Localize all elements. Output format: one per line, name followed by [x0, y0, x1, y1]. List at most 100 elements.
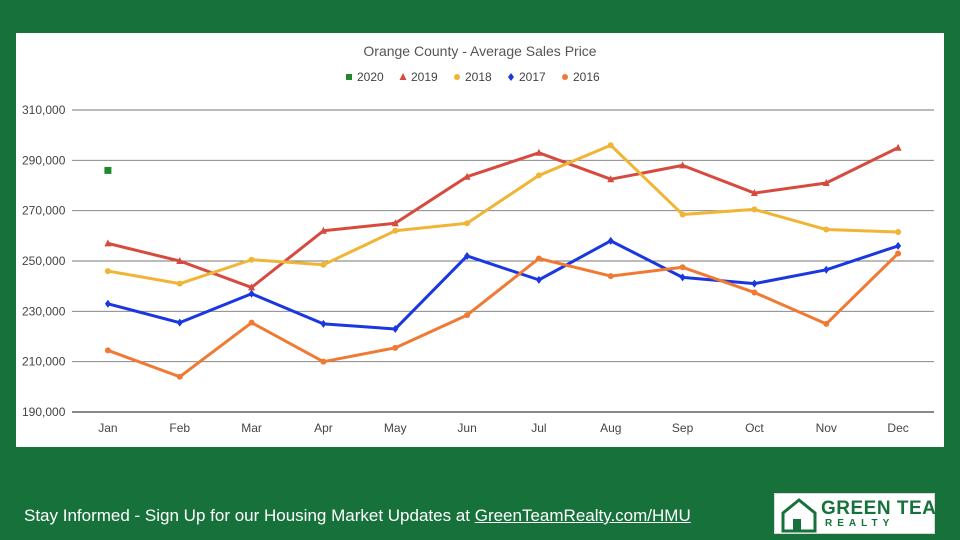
data-point [464, 312, 471, 319]
y-axis-labels: 190,000 210,000 230,000 250,000 270,000 290,0… [22, 103, 66, 419]
data-point [319, 226, 327, 234]
data-point [248, 256, 255, 263]
x-axis-labels: Jan Feb Mar Apr May Jun Jul Aug Sep Oct Nov Dec [98, 421, 909, 435]
footer-cta-text: Stay Informed - Sign Up for our Housing … [24, 506, 475, 525]
x-tick-label: May [384, 421, 407, 435]
data-point [751, 279, 758, 288]
data-point [895, 241, 902, 250]
x-tick-label: Jul [531, 421, 546, 435]
data-point [823, 265, 830, 274]
data-point [751, 206, 758, 213]
data-point [104, 299, 111, 308]
chart-grid [72, 109, 934, 413]
x-tick-label: Apr [314, 421, 333, 435]
legend-item: 2019 [399, 70, 438, 84]
legend-label: 2018 [465, 70, 492, 84]
data-point [535, 255, 542, 262]
data-point [895, 250, 902, 257]
line-chart: Orange County - Average Sales Price 2020… [22, 43, 934, 435]
chart-legend: 2020 2019 2018 2017 2016 [346, 70, 600, 84]
data-point [464, 220, 471, 227]
house-icon [781, 498, 817, 533]
legend-marker [454, 74, 460, 80]
x-tick-label: Feb [169, 421, 190, 435]
data-point [535, 148, 543, 156]
x-tick-label: Jun [457, 421, 476, 435]
x-tick-label: Dec [887, 421, 908, 435]
x-tick-label: Mar [241, 421, 262, 435]
x-tick-label: Nov [816, 421, 837, 435]
data-point [607, 273, 614, 280]
series-2018 [104, 142, 902, 287]
data-point [464, 251, 471, 260]
data-point [392, 227, 399, 234]
legend-item: 2018 [454, 70, 492, 84]
legend-label: 2020 [357, 70, 384, 84]
x-tick-label: Jan [98, 421, 117, 435]
y-tick-label: 210,000 [22, 355, 66, 369]
legend-marker [399, 73, 407, 80]
legend-item: 2017 [508, 70, 546, 84]
data-point [463, 172, 471, 180]
series-2016 [104, 250, 902, 380]
data-point [248, 319, 255, 326]
series-line [107, 146, 899, 289]
data-point [104, 166, 112, 174]
legend-label: 2019 [411, 70, 438, 84]
data-point [822, 178, 830, 186]
logo-wordmark: GREEN TEAM [821, 498, 953, 519]
data-point [176, 257, 184, 264]
data-point [248, 283, 256, 291]
data-point [823, 320, 830, 327]
data-point [535, 172, 542, 179]
legend-item: 2020 [346, 70, 384, 84]
data-point [679, 273, 686, 282]
x-tick-label: Aug [600, 421, 621, 435]
data-point [248, 289, 255, 298]
signup-link[interactable]: GreenTeamRealty.com/HMU [474, 506, 691, 525]
data-point [104, 268, 111, 275]
chart-series [104, 142, 902, 380]
company-logo: GREEN TEAM REALTY [774, 493, 952, 534]
data-point [679, 211, 686, 218]
footer-cta: Stay Informed - Sign Up for our Housing … [24, 506, 691, 526]
y-tick-label: 250,000 [22, 254, 66, 268]
data-point [391, 219, 399, 227]
data-point [607, 142, 614, 149]
data-point [392, 324, 399, 333]
data-point [535, 275, 542, 284]
y-tick-label: 270,000 [22, 204, 66, 218]
series-2020 [104, 166, 112, 174]
data-point [751, 289, 758, 296]
legend-marker [346, 74, 352, 80]
data-point [176, 373, 183, 380]
x-tick-label: Sep [672, 421, 694, 435]
data-point [320, 358, 327, 365]
series-2017 [104, 236, 902, 333]
series-line [107, 252, 900, 379]
data-point [104, 347, 111, 354]
data-point [750, 189, 758, 197]
data-point [679, 161, 687, 169]
y-tick-label: 290,000 [22, 153, 66, 167]
data-point [392, 344, 399, 351]
y-tick-label: 310,000 [22, 103, 66, 117]
data-point [176, 280, 183, 287]
y-tick-label: 230,000 [22, 304, 66, 318]
data-point [320, 319, 327, 328]
series-2019 [104, 143, 902, 291]
legend-label: 2017 [519, 70, 546, 84]
legend-item: 2016 [562, 70, 600, 84]
data-point [607, 236, 614, 245]
data-point [895, 229, 902, 236]
data-point [320, 261, 327, 268]
y-tick-label: 190,000 [22, 405, 66, 419]
data-point [104, 239, 112, 247]
data-point [176, 318, 183, 327]
series-line [107, 239, 899, 331]
data-point [607, 175, 615, 183]
chart-title: Orange County - Average Sales Price [363, 43, 596, 59]
legend-label: 2016 [573, 70, 600, 84]
data-point [679, 264, 686, 271]
logo-subtitle: REALTY [825, 518, 895, 529]
